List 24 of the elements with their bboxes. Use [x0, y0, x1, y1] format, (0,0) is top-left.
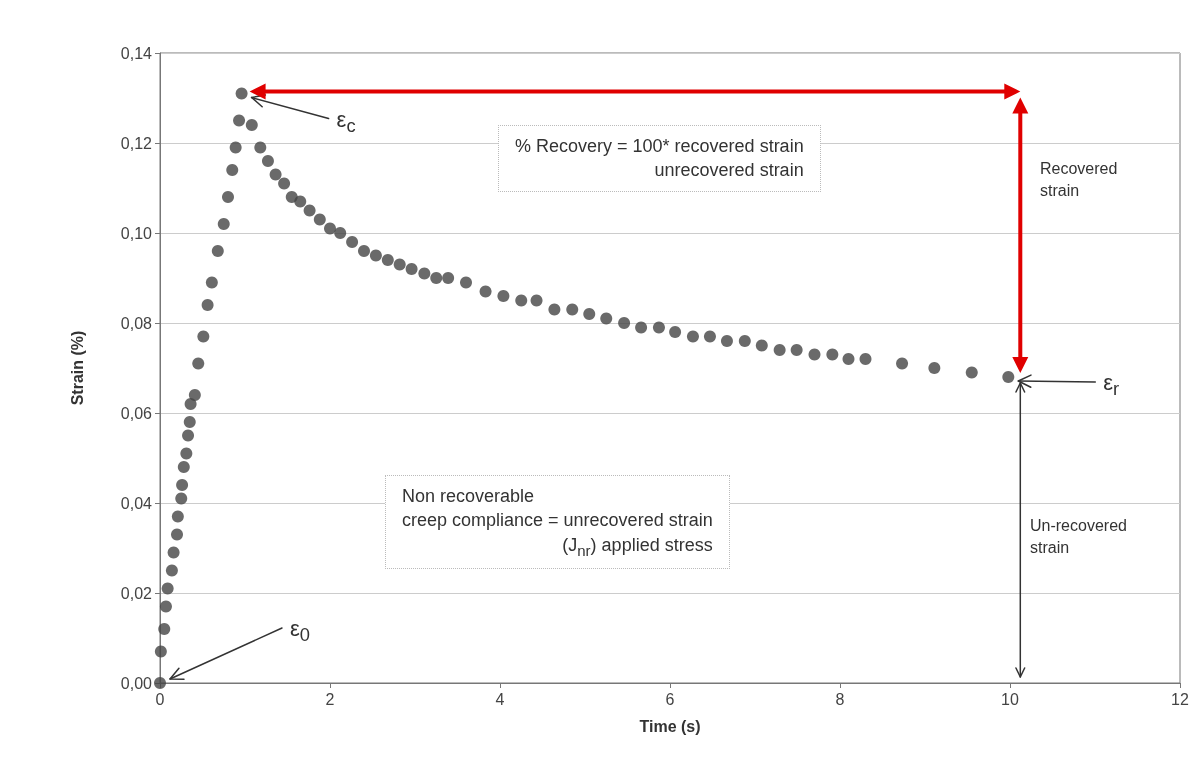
x-tick-label: 8 [835, 690, 845, 708]
annotation: Non recoverable creep compliance = unrecovered strain (J$_{nr}$) applied stress [402, 485, 713, 561]
x-tick-label: 2 [325, 690, 335, 708]
annotation: ε$_{c}$ [336, 105, 356, 138]
y-tick-label: 0,06 [120, 404, 153, 422]
annotation: ε$_{r}$ [1103, 369, 1120, 402]
y-tick-label: 0,14 [120, 44, 153, 62]
x-tick-label: 10 [1001, 690, 1019, 708]
y-tick-label: 0,10 [120, 224, 153, 242]
annotation: % Recovery = 100* recovered strain unrecovered strain [515, 135, 804, 183]
x-tick-label: 12 [1171, 690, 1189, 708]
annotation: Un-recovered strain [1030, 516, 1127, 558]
y-tick-label: 0,12 [120, 134, 153, 152]
x-tick-label: 4 [495, 690, 505, 708]
x-tick-label: 0 [155, 690, 165, 708]
x-axis-title: Time (s) [639, 717, 701, 735]
y-tick-label: 0,02 [120, 584, 153, 602]
y-tick-label: 0,08 [120, 314, 153, 332]
y-tick-label: 0,00 [120, 674, 153, 692]
x-tick-label: 6 [665, 690, 675, 708]
y-axis-title: Strain (%) [68, 330, 86, 406]
annotation: Recovered strain [1040, 159, 1118, 201]
y-tick-label: 0,04 [120, 494, 153, 512]
annotation: ε$_{0}$ [290, 615, 311, 648]
